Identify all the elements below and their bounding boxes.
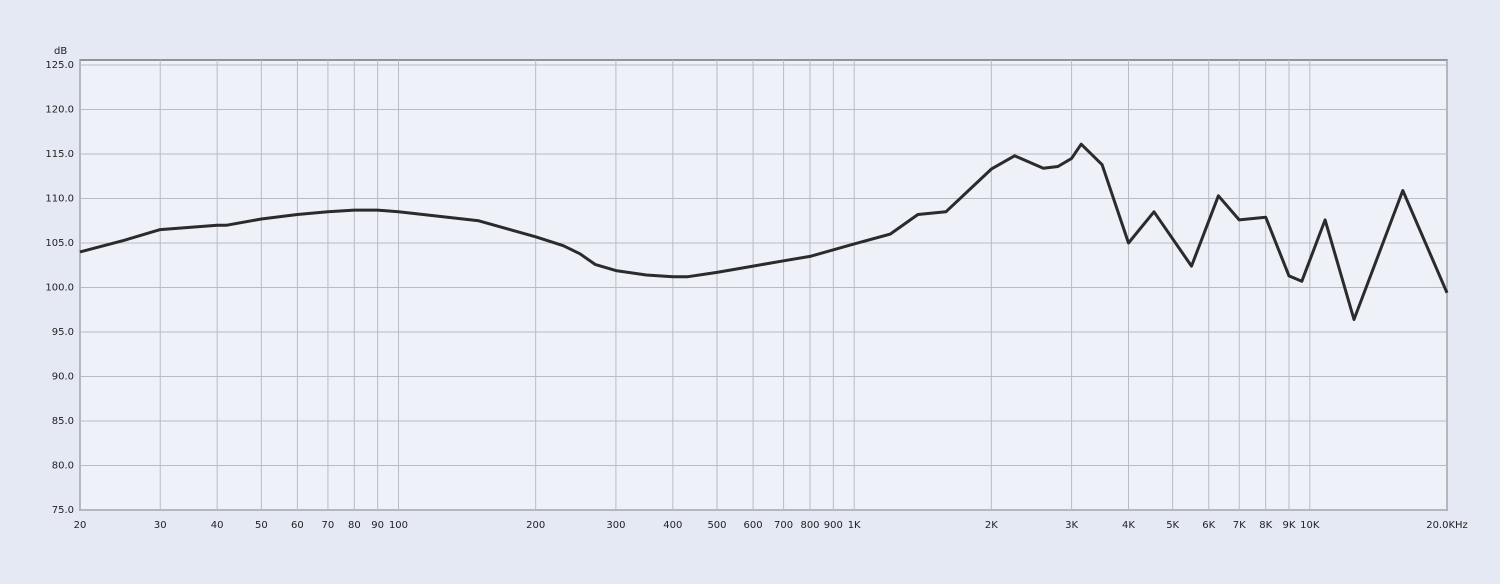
x-tick-label: 50 xyxy=(255,520,268,531)
x-tick-label: 2K xyxy=(985,520,998,531)
y-tick-label: 90.0 xyxy=(52,372,74,383)
x-tick-label: 4K xyxy=(1122,520,1135,531)
y-tick-label: 105.0 xyxy=(45,238,74,249)
y-tick-label: 80.0 xyxy=(52,461,74,472)
x-tick-label: 3K xyxy=(1065,520,1078,531)
y-tick-label: 115.0 xyxy=(45,149,74,160)
y-tick-label: 110.0 xyxy=(45,194,74,205)
y-tick-label: 95.0 xyxy=(52,327,74,338)
x-tick-label: 90 xyxy=(371,520,384,531)
y-tick-label: 85.0 xyxy=(52,416,74,427)
x-tick-label: 8K xyxy=(1259,520,1272,531)
x-tick-label: 1K xyxy=(848,520,861,531)
x-tick-label: 400 xyxy=(663,520,682,531)
x-tick-label: 300 xyxy=(606,520,625,531)
y-axis-label: dB xyxy=(54,46,67,57)
x-tick-label: 20.0KHz xyxy=(1426,520,1468,531)
y-tick-label: 120.0 xyxy=(45,105,74,116)
x-tick-label: 600 xyxy=(744,520,763,531)
y-tick-label: 125.0 xyxy=(45,60,74,71)
x-tick-label: 30 xyxy=(154,520,167,531)
x-tick-label: 40 xyxy=(211,520,224,531)
plot-area xyxy=(79,59,1448,511)
x-tick-label: 800 xyxy=(800,520,819,531)
x-tick-label: 70 xyxy=(322,520,335,531)
x-tick-label: 100 xyxy=(389,520,408,531)
x-tick-label: 500 xyxy=(707,520,726,531)
x-tick-label: 5K xyxy=(1166,520,1179,531)
x-tick-label: 900 xyxy=(824,520,843,531)
x-tick-label: 10K xyxy=(1300,520,1320,531)
x-tick-label: 700 xyxy=(774,520,793,531)
x-tick-label: 20 xyxy=(74,520,87,531)
x-tick-label: 60 xyxy=(291,520,304,531)
x-tick-label: 6K xyxy=(1202,520,1215,531)
x-tick-label: 200 xyxy=(526,520,545,531)
x-tick-label: 9K xyxy=(1283,520,1296,531)
y-tick-label: 75.0 xyxy=(52,505,74,516)
x-tick-label: 80 xyxy=(348,520,361,531)
response-line xyxy=(79,142,1449,321)
x-tick-label: 7K xyxy=(1233,520,1246,531)
y-tick-label: 100.0 xyxy=(45,283,74,294)
